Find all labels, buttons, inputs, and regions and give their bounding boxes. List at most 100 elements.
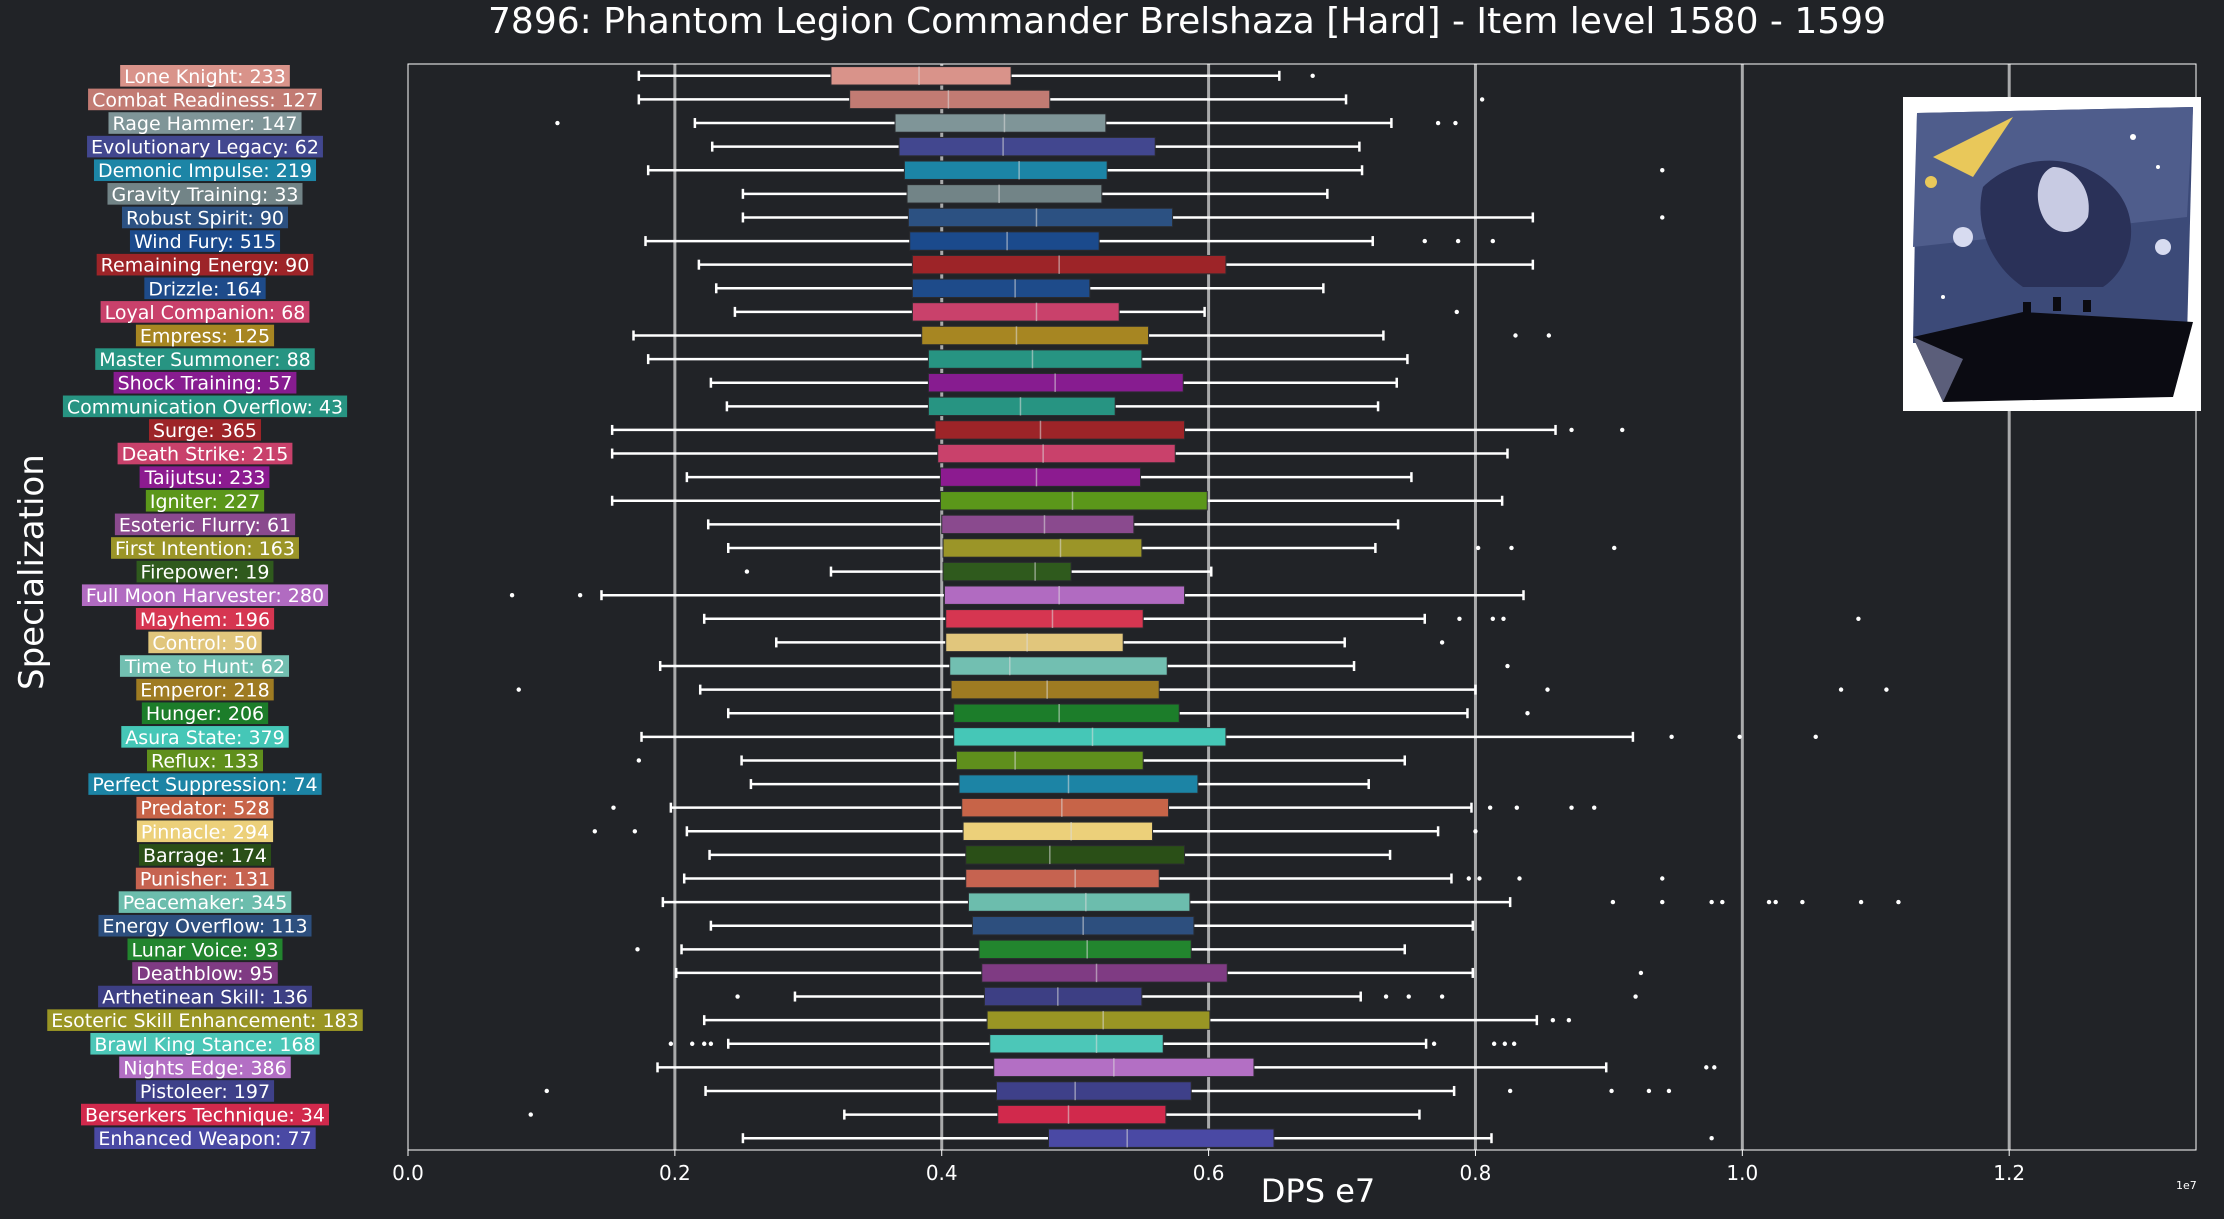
box — [962, 821, 1154, 841]
box — [989, 1034, 1164, 1054]
category-label: Master Summoner: 88 — [99, 349, 311, 371]
plot-frame — [407, 63, 2197, 1151]
category-label-bg — [120, 65, 290, 87]
category-label-bg — [119, 655, 290, 677]
category-label-bg — [98, 985, 312, 1008]
box — [941, 514, 1135, 535]
outlier-point — [1439, 640, 1445, 645]
category-label-bg — [138, 844, 272, 866]
outlier-point — [509, 592, 515, 598]
category-label: Igniter: 227 — [150, 491, 260, 513]
category-label: Arthetinean Skill: 136 — [102, 987, 308, 1009]
category-label-bg — [111, 537, 299, 559]
outlier-point — [1709, 1135, 1714, 1141]
category-label: Esoteric Flurry: 61 — [119, 514, 291, 536]
outlier-point — [1800, 899, 1805, 905]
box — [894, 113, 1107, 133]
outlier-point — [1513, 333, 1518, 338]
outlier-point — [1838, 687, 1844, 692]
category-label: Surge: 365 — [153, 420, 257, 442]
category-label-bg — [129, 230, 281, 252]
outlier-point — [528, 1112, 533, 1117]
outlier-point — [1491, 1041, 1497, 1046]
category-label-bg — [47, 1009, 363, 1031]
outlier-point — [1473, 829, 1478, 834]
x-scale-note: 1e7 — [2176, 1179, 2197, 1192]
outlier-point — [1475, 545, 1481, 551]
box — [934, 420, 1186, 440]
category-label: Evolutionary Legacy: 62 — [91, 137, 319, 159]
outlier-point — [555, 120, 560, 126]
box — [907, 207, 1174, 228]
category-label-bg — [136, 560, 274, 583]
category-label: Lunar Voice: 93 — [131, 939, 278, 961]
outlier-point — [1517, 876, 1522, 881]
box — [953, 703, 1180, 723]
category-label: Death Strike: 215 — [122, 444, 289, 466]
category-label-bg — [139, 466, 270, 488]
category-label: Robust Spirit: 90 — [126, 207, 284, 229]
outlier-point — [1439, 994, 1445, 999]
category-label-bg — [135, 1080, 275, 1102]
category-label: Communication Overflow: 43 — [67, 396, 343, 418]
outlier-point — [1737, 734, 1742, 740]
box — [921, 325, 1150, 346]
outlier-point — [1646, 1088, 1652, 1094]
box — [927, 349, 1143, 369]
category-label-bg — [81, 584, 329, 606]
outlier-point — [1773, 899, 1778, 905]
category-label: Taijutsu: 233 — [144, 467, 266, 489]
outlier-point — [1435, 120, 1441, 126]
category-label: Pinnacle: 294 — [141, 821, 269, 843]
box — [939, 491, 1208, 511]
box — [911, 278, 1091, 298]
outlier-point — [1455, 238, 1461, 244]
box — [961, 797, 1170, 818]
outlier-point — [1501, 616, 1506, 622]
chart-title: 7896: Phantom Legion Commander Brelshaza… — [488, 1, 1886, 42]
outlier-point — [1509, 545, 1514, 551]
category-label-bg — [147, 749, 263, 772]
box — [937, 443, 1176, 464]
category-label: Energy Overflow: 113 — [102, 916, 307, 938]
outlier-point — [1545, 687, 1550, 692]
outlier-point — [1712, 1065, 1717, 1070]
category-label: First Intention: 163 — [115, 538, 295, 560]
axes: 0.0 0.2 0.4 0.6 0.8 1.0 1.2 — [392, 63, 2197, 1185]
category-label: Firepower: 19 — [141, 562, 270, 584]
category-label-bg — [95, 348, 315, 370]
box — [953, 727, 1227, 747]
category-label: Mayhem: 196 — [140, 609, 270, 631]
outlier-point — [1620, 427, 1625, 433]
outlier-point — [611, 805, 616, 810]
outlier-point — [1477, 876, 1482, 881]
outlier-point — [1660, 215, 1665, 220]
outlier-point — [1383, 994, 1389, 999]
category-label-bg — [94, 1127, 316, 1149]
outlier-point — [1505, 663, 1510, 669]
outlier-point — [635, 947, 640, 952]
category-label-bg — [90, 1032, 320, 1055]
outlier-point — [577, 592, 583, 598]
box — [927, 396, 1116, 417]
category-label-bg — [62, 395, 348, 418]
category-label: Combat Readiness: 127 — [92, 89, 318, 111]
category-label: Full Moon Harvester: 280 — [86, 585, 324, 607]
boss-portrait-image — [1903, 97, 2201, 411]
category-label: Hunger: 206 — [146, 703, 264, 725]
box — [993, 1057, 1255, 1078]
category-label: Time to Hunt: 62 — [124, 656, 285, 678]
outlier-point — [1511, 1041, 1517, 1046]
boxes — [509, 66, 1901, 1148]
category-label: Berserkers Technique: 34 — [85, 1105, 325, 1127]
box — [997, 1104, 1167, 1125]
outlier-point — [1546, 333, 1552, 338]
x-tick-label: 0.2 — [659, 1161, 691, 1185]
box — [965, 868, 1160, 889]
outlier-point — [690, 1041, 695, 1046]
category-label: Demonic Impulse: 219 — [98, 160, 312, 182]
category-label: Emperor: 218 — [140, 680, 269, 702]
category-label: Asura State: 379 — [125, 727, 284, 749]
outlier-point — [1609, 1088, 1614, 1094]
